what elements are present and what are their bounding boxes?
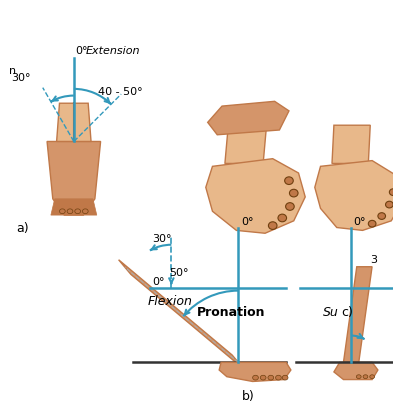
Ellipse shape bbox=[268, 222, 276, 230]
Ellipse shape bbox=[82, 209, 88, 214]
Text: 0°: 0° bbox=[241, 216, 253, 226]
Polygon shape bbox=[342, 267, 371, 363]
Polygon shape bbox=[57, 104, 91, 142]
Ellipse shape bbox=[389, 189, 396, 196]
Polygon shape bbox=[118, 260, 244, 370]
Polygon shape bbox=[207, 102, 288, 136]
Polygon shape bbox=[333, 363, 377, 380]
Ellipse shape bbox=[285, 203, 294, 211]
Polygon shape bbox=[205, 159, 304, 234]
Text: 3: 3 bbox=[369, 255, 376, 264]
Text: b): b) bbox=[241, 389, 253, 401]
Polygon shape bbox=[47, 142, 100, 216]
Text: 0°: 0° bbox=[75, 46, 88, 56]
Ellipse shape bbox=[385, 202, 392, 209]
Ellipse shape bbox=[284, 177, 293, 185]
Ellipse shape bbox=[267, 375, 273, 380]
Text: 50°: 50° bbox=[169, 267, 188, 277]
Ellipse shape bbox=[356, 375, 360, 379]
Polygon shape bbox=[314, 161, 401, 231]
Ellipse shape bbox=[377, 213, 385, 220]
Polygon shape bbox=[224, 121, 266, 164]
Polygon shape bbox=[331, 126, 369, 164]
Text: 40 - 50°: 40 - 50° bbox=[97, 87, 142, 97]
Text: Pronation: Pronation bbox=[197, 305, 265, 318]
Text: n: n bbox=[9, 66, 16, 75]
Ellipse shape bbox=[59, 209, 65, 214]
Ellipse shape bbox=[67, 209, 73, 214]
Polygon shape bbox=[219, 363, 290, 381]
Ellipse shape bbox=[259, 375, 265, 380]
Text: Su: Su bbox=[322, 305, 337, 318]
Ellipse shape bbox=[275, 375, 281, 380]
Text: 0°: 0° bbox=[352, 216, 365, 226]
Text: a): a) bbox=[16, 221, 29, 235]
Text: 30°: 30° bbox=[11, 73, 30, 83]
Text: Extension: Extension bbox=[85, 46, 140, 56]
Polygon shape bbox=[51, 199, 97, 216]
Ellipse shape bbox=[367, 221, 375, 227]
Ellipse shape bbox=[289, 190, 297, 197]
Ellipse shape bbox=[75, 209, 80, 214]
Ellipse shape bbox=[369, 375, 374, 379]
Ellipse shape bbox=[252, 375, 258, 380]
Text: c): c) bbox=[341, 305, 352, 318]
Ellipse shape bbox=[282, 375, 287, 380]
Text: 0°: 0° bbox=[152, 276, 164, 286]
Text: Flexion: Flexion bbox=[147, 294, 192, 307]
Text: 30°: 30° bbox=[152, 233, 171, 243]
Ellipse shape bbox=[362, 375, 367, 379]
Ellipse shape bbox=[277, 215, 286, 222]
